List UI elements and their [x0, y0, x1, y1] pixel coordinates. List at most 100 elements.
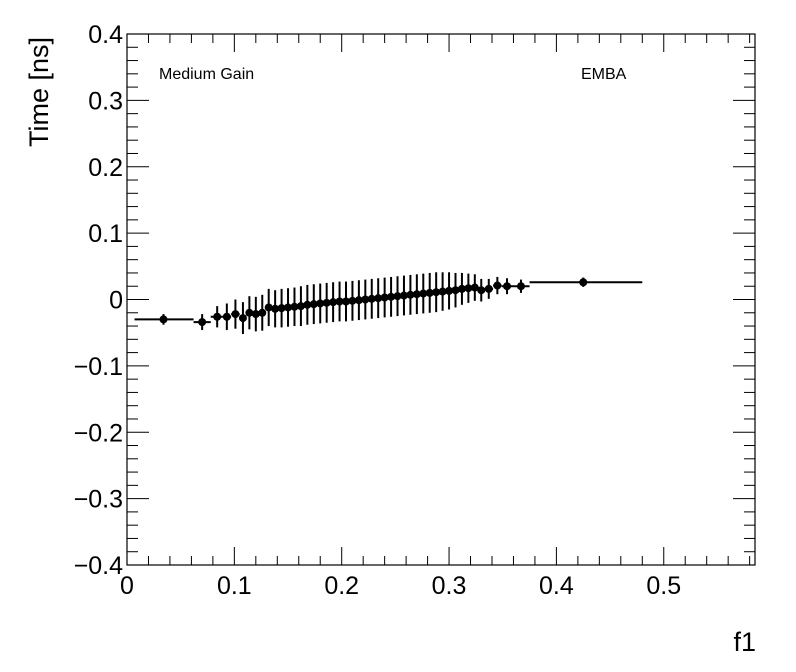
data-point — [513, 279, 530, 293]
point-marker — [231, 310, 240, 319]
point-marker — [399, 291, 408, 300]
point-marker — [354, 296, 363, 305]
point-marker — [412, 290, 421, 299]
point-marker — [296, 302, 305, 311]
data-point — [354, 280, 363, 321]
data-point — [432, 272, 441, 313]
point-marker — [438, 287, 447, 296]
point-marker — [367, 294, 376, 303]
point-marker — [380, 293, 389, 302]
y-tick-label: 0.1 — [88, 220, 123, 248]
data-point — [457, 272, 466, 305]
data-point — [438, 272, 447, 311]
data-point — [451, 272, 460, 308]
data-point — [277, 288, 286, 328]
data-point — [529, 277, 643, 287]
point-marker — [464, 284, 473, 293]
axis-ticks — [126, 33, 755, 566]
point-marker — [213, 312, 222, 321]
x-axis-title: f1 — [733, 627, 756, 657]
x-tick-label: 0.2 — [324, 572, 359, 600]
point-marker — [329, 298, 338, 307]
data-point — [258, 294, 267, 331]
data-point — [316, 283, 325, 324]
axis-tick-labels: −0.4 −0.3 −0.2 −0.1 0 0.1 0.2 0.3 0.4 0 0.1 0.2 0.3 0… — [74, 21, 681, 600]
point-marker — [322, 298, 331, 307]
point-marker — [341, 297, 350, 306]
data-point — [464, 273, 473, 303]
point-marker — [503, 282, 512, 291]
point-marker — [419, 289, 428, 298]
data-point — [222, 303, 232, 331]
point-marker — [258, 308, 267, 317]
data-point — [284, 288, 293, 327]
data-point — [210, 306, 224, 328]
y-tick-label: −0.2 — [74, 419, 123, 447]
y-tick-label: −0.4 — [74, 552, 123, 580]
point-marker — [445, 286, 454, 295]
data-point — [406, 274, 415, 315]
point-marker — [406, 290, 415, 299]
point-marker — [284, 303, 293, 312]
data-point — [296, 286, 305, 327]
point-marker — [361, 295, 370, 304]
point-marker — [303, 300, 312, 309]
point-marker — [335, 297, 344, 306]
x-tick-label: 0.5 — [646, 572, 681, 600]
point-marker — [425, 288, 434, 297]
point-marker — [309, 300, 318, 309]
data-point — [501, 278, 514, 295]
data-point — [251, 296, 260, 332]
data-point — [290, 287, 299, 327]
y-tick-label: 0.2 — [88, 154, 123, 182]
point-marker — [393, 292, 402, 301]
data-point — [367, 278, 376, 319]
point-marker — [579, 278, 588, 287]
y-tick-label: 0 — [109, 287, 123, 315]
data-point — [264, 288, 273, 327]
y-tick-label: 0.4 — [88, 21, 123, 49]
point-marker — [457, 284, 466, 293]
y-axis-title: Time [ns] — [24, 37, 54, 147]
data-point — [245, 296, 254, 330]
point-marker — [470, 283, 479, 292]
data-point — [380, 277, 389, 318]
annotation-emba: EMBA — [581, 66, 627, 83]
point-marker — [516, 282, 525, 291]
data-points — [134, 272, 643, 335]
data-point — [134, 314, 194, 325]
point-marker — [271, 304, 280, 313]
point-marker — [251, 310, 260, 319]
data-point — [425, 272, 434, 313]
data-point — [374, 278, 383, 319]
point-marker — [493, 281, 502, 290]
point-marker — [387, 292, 396, 301]
x-tick-label: 0.3 — [432, 572, 467, 600]
data-point — [484, 278, 494, 299]
data-point — [361, 279, 370, 320]
point-marker — [264, 303, 273, 312]
x-tick-label: 0.1 — [217, 572, 252, 600]
y-tick-label: −0.3 — [74, 486, 123, 514]
point-marker — [348, 296, 357, 305]
point-marker — [238, 314, 247, 323]
point-marker — [222, 312, 231, 321]
point-marker — [277, 304, 286, 313]
point-marker — [245, 308, 254, 317]
point-marker — [484, 284, 493, 293]
point-marker — [451, 286, 460, 295]
data-point — [445, 272, 454, 310]
annotation-medium-gain: Medium Gain — [159, 66, 254, 83]
data-point — [348, 280, 357, 321]
data-point — [412, 274, 421, 315]
point-marker — [432, 288, 441, 297]
point-marker — [316, 299, 325, 308]
point-marker — [374, 294, 383, 303]
y-tick-label: −0.1 — [74, 353, 123, 381]
data-point — [193, 314, 211, 331]
data-point — [393, 276, 402, 317]
data-point — [470, 274, 479, 301]
point-marker — [477, 286, 486, 295]
data-point — [335, 281, 344, 322]
